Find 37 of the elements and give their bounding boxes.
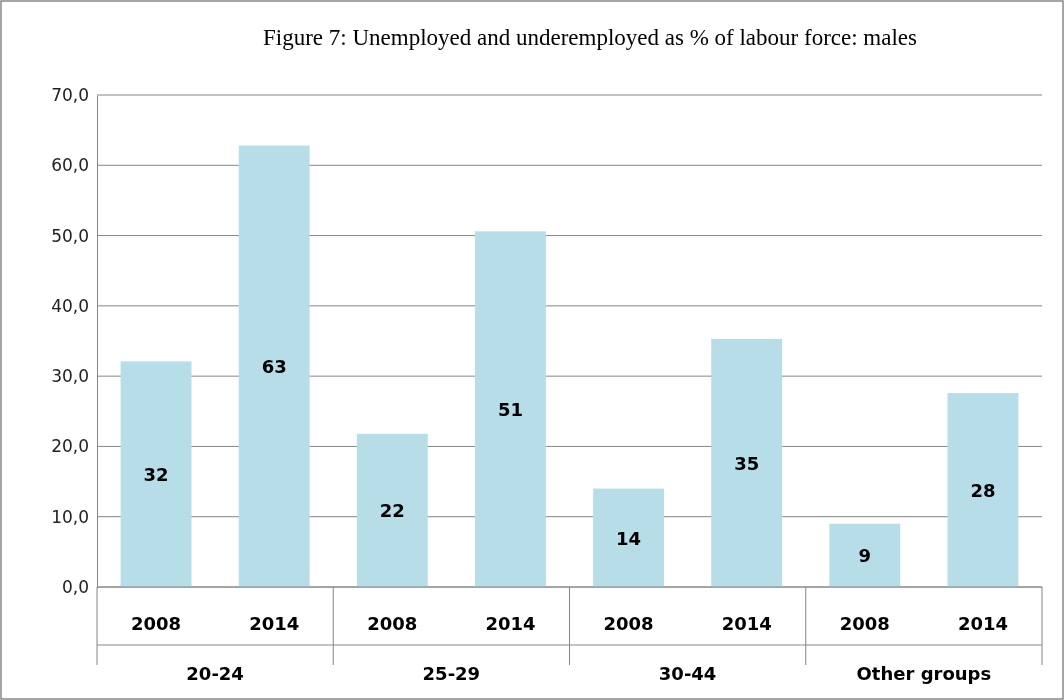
x-tick-label: 2008 — [839, 613, 890, 634]
bar — [238, 145, 310, 587]
text: 25-29 — [422, 663, 481, 684]
y-tick-label: 50,0 — [51, 225, 89, 246]
bar — [947, 393, 1019, 587]
bar — [593, 488, 664, 587]
x-tick-label: 2014 — [485, 613, 536, 634]
x-tick-label: 2014 — [249, 613, 300, 634]
x-tick-label: 2008 — [131, 613, 182, 634]
y-tick-label: 40,0 — [51, 295, 89, 316]
text: 30-44 — [658, 663, 717, 684]
data-label: 9 — [858, 545, 872, 567]
data-label: 63 — [261, 356, 287, 378]
data-label: 22 — [379, 500, 405, 522]
bar — [475, 231, 546, 587]
y-tick-label: 10,0 — [51, 506, 89, 527]
data-label: 28 — [970, 480, 996, 502]
x-tick-label: 2014 — [957, 613, 1008, 634]
bar — [120, 361, 192, 587]
data-label: 32 — [143, 464, 169, 486]
y-tick-label: 70,0 — [51, 84, 89, 105]
y-tick-label: 0,0 — [61, 576, 89, 597]
y-tick-label: 60,0 — [51, 155, 89, 176]
chart-title: Figure 7: Unemployed and underemployed as % of labour force: males — [262, 25, 918, 50]
y-tick-label: 30,0 — [51, 366, 89, 387]
data-label: 35 — [734, 452, 760, 474]
y-tick-label: 20,0 — [51, 436, 89, 457]
x-tick-label: 2014 — [721, 613, 772, 634]
data-label: 14 — [616, 527, 642, 549]
text: Other groups — [856, 663, 992, 684]
bar — [711, 338, 783, 587]
x-tick-label: 2008 — [603, 613, 654, 634]
data-label: 51 — [497, 399, 523, 421]
text: 20-24 — [186, 663, 244, 684]
bar — [829, 523, 901, 587]
x-tick-label: 2008 — [367, 613, 418, 634]
bar — [356, 433, 428, 587]
